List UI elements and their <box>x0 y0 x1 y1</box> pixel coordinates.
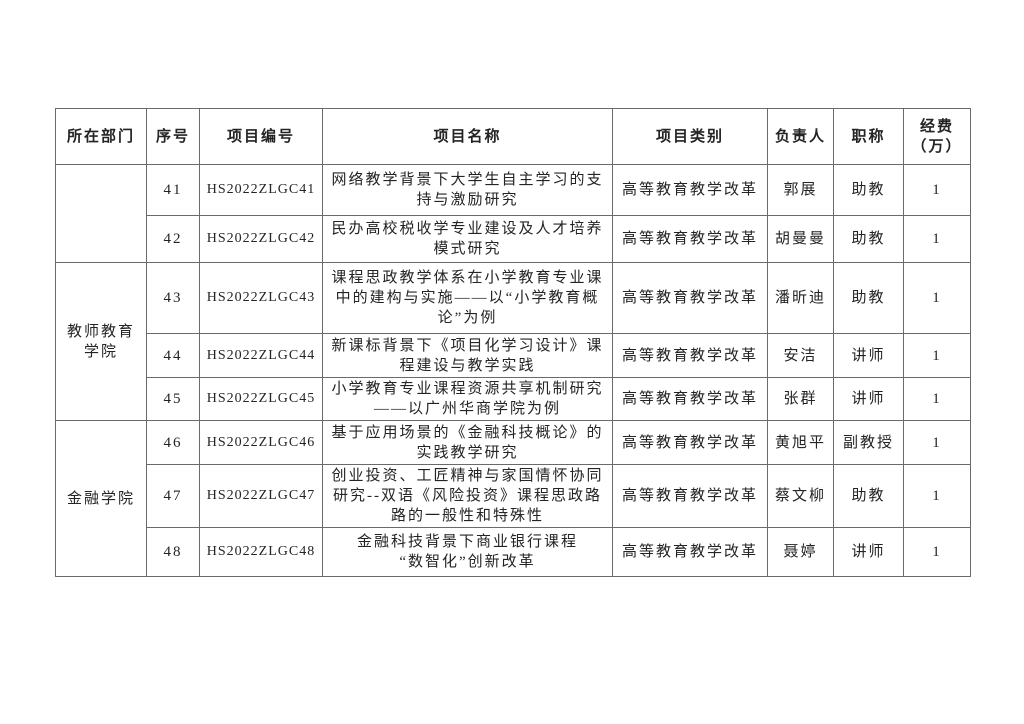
cell-title: 助教 <box>833 164 904 216</box>
cell-leader: 郭展 <box>767 164 834 216</box>
cell-title: 助教 <box>833 464 904 528</box>
cell-code: HS2022ZLGC43 <box>199 262 323 334</box>
department-cell-blank <box>55 164 147 263</box>
cell-seq: 45 <box>146 377 200 421</box>
header-leader: 负责人 <box>767 108 834 165</box>
cell-leader: 蔡文柳 <box>767 464 834 528</box>
cell-fund: 1 <box>903 333 971 378</box>
cell-title: 助教 <box>833 215 904 263</box>
cell-code: HS2022ZLGC44 <box>199 333 323 378</box>
table-row: 41 HS2022ZLGC41 网络教学背景下大学生自主学习的支 持与激励研究 … <box>55 164 971 263</box>
cell-fund: 1 <box>903 464 971 528</box>
header-code: 项目编号 <box>199 108 323 165</box>
cell-category: 高等教育教学改革 <box>612 333 768 378</box>
cell-fund: 1 <box>903 420 971 465</box>
cell-code: HS2022ZLGC47 <box>199 464 323 528</box>
cell-category: 高等教育教学改革 <box>612 164 768 216</box>
cell-code: HS2022ZLGC45 <box>199 377 323 421</box>
cell-seq: 42 <box>146 215 200 263</box>
table-row: 48 HS2022ZLGC48 金融科技背景下商业银行课程 “数智化”创新改革 … <box>56 527 971 577</box>
cell-code: HS2022ZLGC41 <box>199 164 323 216</box>
cell-fund: 1 <box>903 164 971 216</box>
department-cell-teacher-education: 教师教育 学院 <box>55 262 147 421</box>
cell-leader: 张群 <box>767 377 834 421</box>
projects-table: 所在部门 序号 项目编号 项目名称 项目类别 负责人 职称 经费 （万） 41 … <box>55 108 971 577</box>
header-row: 所在部门 序号 项目编号 项目名称 项目类别 负责人 职称 经费 （万） <box>55 108 971 165</box>
cell-fund: 1 <box>903 215 971 263</box>
cell-seq: 47 <box>146 464 200 528</box>
header-department: 所在部门 <box>55 108 147 165</box>
cell-seq: 41 <box>146 164 200 216</box>
header-fund: 经费 （万） <box>903 108 971 165</box>
cell-seq: 44 <box>146 333 200 378</box>
cell-leader: 潘昕迪 <box>767 262 834 334</box>
header-seq: 序号 <box>146 108 200 165</box>
cell-seq: 46 <box>146 420 200 465</box>
cell-category: 高等教育教学改革 <box>612 420 768 465</box>
cell-code: HS2022ZLGC48 <box>199 527 323 577</box>
cell-leader: 聂婷 <box>767 527 834 577</box>
cell-category: 高等教育教学改革 <box>612 527 768 577</box>
header-category: 项目类别 <box>612 108 768 165</box>
table-row: 教师教育 学院 43 HS2022ZLGC43 课程思政教学体系在小学教育专业课… <box>55 262 971 421</box>
cell-category: 高等教育教学改革 <box>612 464 768 528</box>
cell-seq: 48 <box>146 527 200 577</box>
table-row: 47 HS2022ZLGC47 创业投资、工匠精神与家国情怀协同 研究--双语《… <box>56 464 971 528</box>
cell-name: 基于应用场景的《金融科技概论》的 实践教学研究 <box>322 420 613 465</box>
cell-leader: 胡曼曼 <box>767 215 834 263</box>
table-row: 44 HS2022ZLGC44 新课标背景下《项目化学习设计》课 程建设与教学实… <box>56 333 971 378</box>
cell-name: 小学教育专业课程资源共享机制研究 ——以广州华商学院为例 <box>322 377 613 421</box>
cell-code: HS2022ZLGC46 <box>199 420 323 465</box>
cell-fund: 1 <box>903 527 971 577</box>
cell-name: 网络教学背景下大学生自主学习的支 持与激励研究 <box>322 164 613 216</box>
cell-category: 高等教育教学改革 <box>612 215 768 263</box>
table-row: 42 HS2022ZLGC42 民办高校税收学专业建设及人才培养 模式研究 高等… <box>56 215 971 263</box>
cell-fund: 1 <box>903 377 971 421</box>
cell-leader: 黄旭平 <box>767 420 834 465</box>
cell-name: 新课标背景下《项目化学习设计》课 程建设与教学实践 <box>322 333 613 378</box>
cell-title: 讲师 <box>833 527 904 577</box>
cell-category: 高等教育教学改革 <box>612 262 768 334</box>
cell-name: 金融科技背景下商业银行课程 “数智化”创新改革 <box>322 527 613 577</box>
header-name: 项目名称 <box>322 108 613 165</box>
header-title: 职称 <box>833 108 904 165</box>
cell-name: 民办高校税收学专业建设及人才培养 模式研究 <box>322 215 613 263</box>
cell-title: 讲师 <box>833 333 904 378</box>
cell-fund: 1 <box>903 262 971 334</box>
cell-name: 课程思政教学体系在小学教育专业课 中的建构与实施——以“小学教育概 论”为例 <box>322 262 613 334</box>
table-row: 金融学院 46 HS2022ZLGC46 基于应用场景的《金融科技概论》的 实践… <box>55 420 971 577</box>
cell-title: 副教授 <box>833 420 904 465</box>
cell-category: 高等教育教学改革 <box>612 377 768 421</box>
cell-code: HS2022ZLGC42 <box>199 215 323 263</box>
department-cell-finance: 金融学院 <box>55 420 147 577</box>
cell-seq: 43 <box>146 262 200 334</box>
cell-title: 讲师 <box>833 377 904 421</box>
table-row: 45 HS2022ZLGC45 小学教育专业课程资源共享机制研究 ——以广州华商… <box>56 377 971 421</box>
cell-leader: 安洁 <box>767 333 834 378</box>
cell-name: 创业投资、工匠精神与家国情怀协同 研究--双语《风险投资》课程思政路 路的一般性… <box>322 464 613 528</box>
cell-title: 助教 <box>833 262 904 334</box>
